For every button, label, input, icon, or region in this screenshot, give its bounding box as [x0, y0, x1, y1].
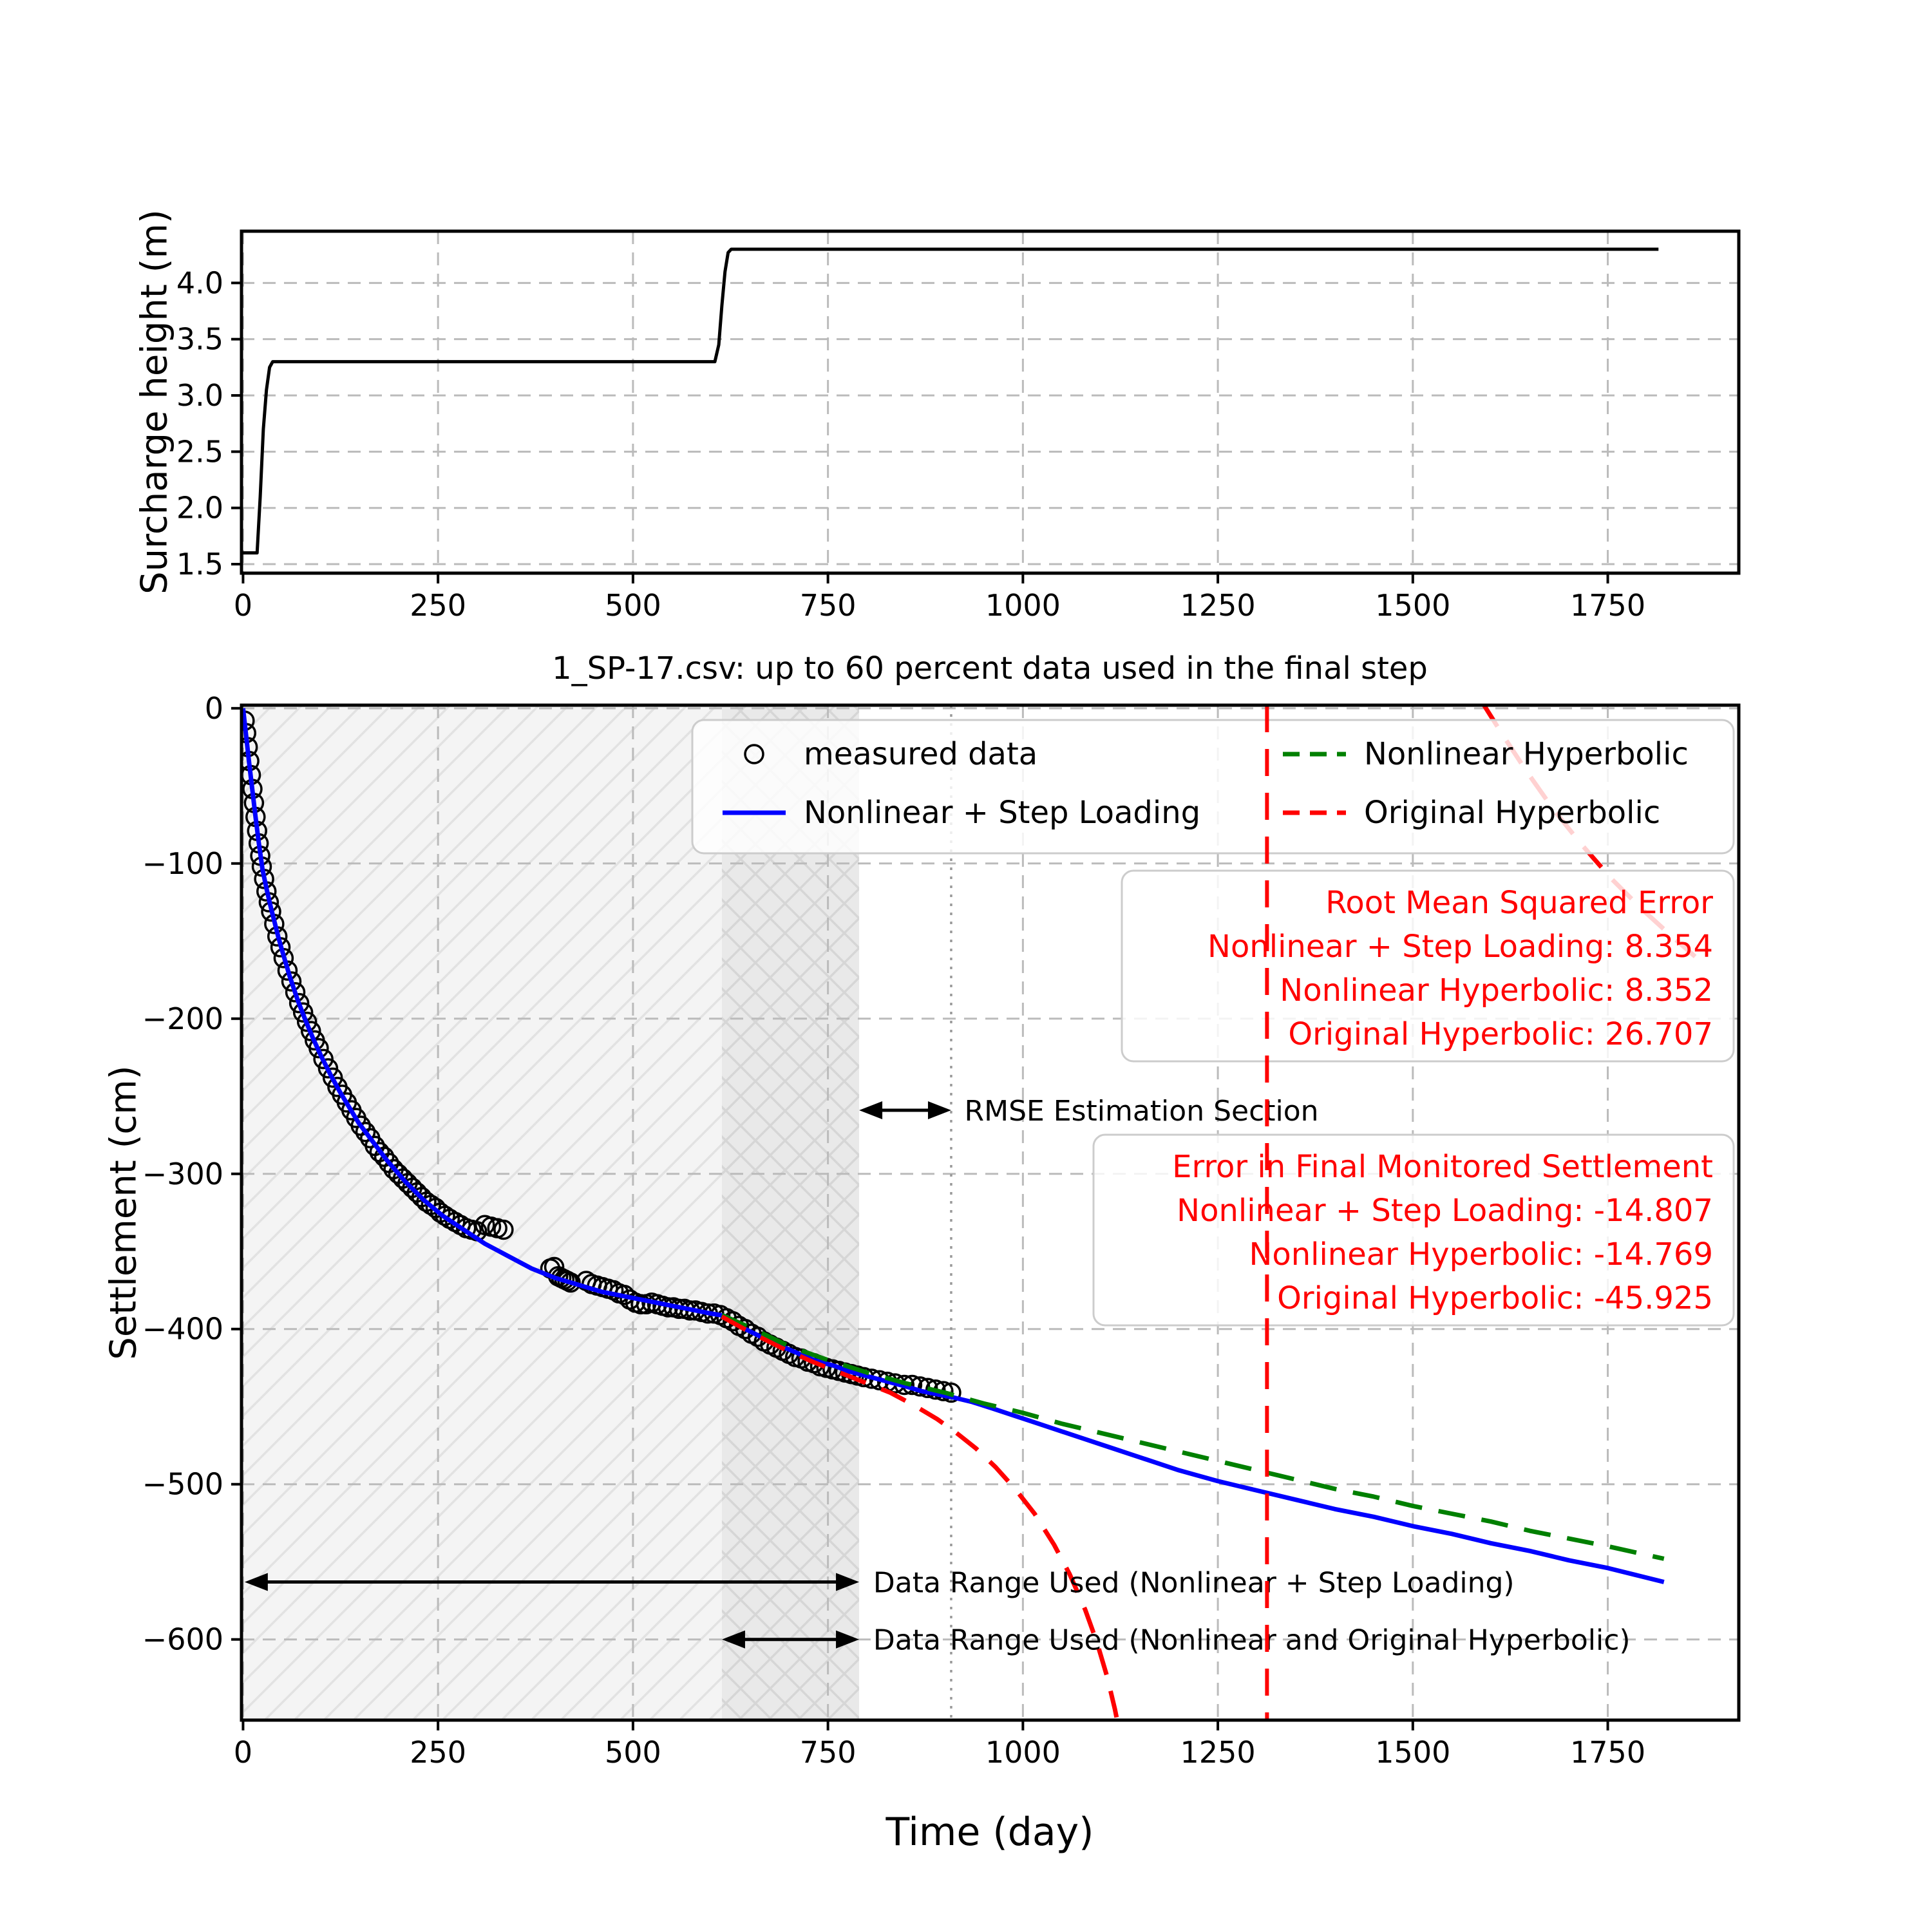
nonlinear-step-loading-line	[242, 708, 1665, 1584]
gridlines	[242, 231, 1739, 573]
measured-point	[301, 1021, 321, 1041]
measured-point	[317, 1058, 339, 1079]
y-tick-label: −400	[142, 1312, 223, 1347]
legend: measured data Nonlinear + Step Loading Non…	[691, 719, 1735, 855]
original-hyperbolic-line-left	[721, 1314, 1120, 1720]
y-tick-label: −100	[142, 846, 223, 881]
legend-label: Nonlinear Hyperbolic	[1364, 736, 1689, 772]
y-tick-label: −500	[142, 1467, 223, 1502]
x-tick-label: 0	[234, 588, 252, 623]
final-settlement-error-box-line: Error in Final Monitored Settlement	[1172, 1149, 1713, 1185]
final-settlement-error-box-line: Original Hyperbolic: -45.925	[1277, 1280, 1713, 1316]
y-tick-label: −300	[142, 1157, 223, 1191]
x-tick-label: 1500	[1375, 1735, 1450, 1770]
x-tick-label: 1000	[985, 588, 1061, 623]
arrowhead-icon	[836, 1630, 860, 1649]
settlement-plot: RMSE Estimation Section Data Range Used (…	[142, 691, 1741, 1770]
measured-point	[322, 1067, 343, 1088]
measured-point	[281, 971, 302, 992]
y-tick-label: 0	[205, 691, 223, 726]
y-tick-label: 3.5	[176, 322, 223, 357]
data-range-hyperbolic: Data Range Used (Nonlinear and Original …	[721, 1624, 1631, 1657]
data-range-step-loading: Data Range Used (Nonlinear + Step Loadin…	[244, 1567, 1515, 1600]
final-settlement-error-box-line: Nonlinear Hyperbolic: -14.769	[1249, 1236, 1713, 1273]
step-loading-fit-range-hatch	[243, 705, 722, 1720]
rmse-values-box-line: Root Mean Squared Error	[1325, 885, 1713, 921]
data-range-step-loading-label: Data Range Used (Nonlinear + Step Loadin…	[873, 1567, 1515, 1600]
measured-point	[289, 992, 310, 1014]
measured-point	[355, 1121, 376, 1142]
measured-point	[292, 1002, 314, 1023]
x-tick-label: 750	[800, 588, 857, 623]
final-settlement-error-box: Error in Final Monitored Settlement Nonli…	[1092, 1133, 1735, 1327]
rmse-estimation-section-label: RMSE Estimation Section	[965, 1095, 1319, 1128]
tick-labels: 0 250 500 750 1000 1250 1500 1750 1.5 2.0 2.5 3.0 3.…	[176, 265, 1645, 623]
surcharge-y-axis-label: Surcharge height (m)	[133, 209, 176, 594]
x-tick-label: 250	[410, 588, 466, 623]
axes-spines	[240, 229, 1741, 575]
surcharge-height-line	[243, 247, 1659, 555]
y-tick-label: 3.0	[176, 378, 223, 413]
y-tick-label: −600	[142, 1622, 223, 1657]
arrowhead-icon	[836, 1573, 860, 1591]
rmse-values-box-frame	[1121, 869, 1735, 1063]
y-tick-label: −200	[142, 1001, 223, 1036]
arrowhead-icon	[859, 1101, 883, 1119]
legend-marker-icon	[744, 744, 764, 764]
final-settlement-error-box-frame	[1092, 1133, 1735, 1327]
x-tick-label: 1750	[1570, 1735, 1645, 1770]
rmse-values-box-line: Nonlinear Hyperbolic: 8.352	[1280, 972, 1713, 1009]
x-tick-label: 1250	[1180, 1735, 1256, 1770]
measured-point	[435, 1206, 455, 1226]
surcharge-plot: 0 250 500 750 1000 1250 1500 1750 1.5 2.0 2.5 3.0 3.…	[176, 229, 1741, 623]
x-tick-label: 1500	[1375, 588, 1450, 623]
tick-labels: 0 250 500 750 1000 1250 1500 1750 0 −100 −200 −300 −…	[142, 691, 1645, 1770]
measured-point	[285, 982, 306, 1003]
arrowhead-icon	[721, 1630, 745, 1649]
x-tick-label: 750	[800, 1735, 857, 1770]
y-tick-label: 1.5	[176, 547, 223, 582]
rmse-values-box-line: Original Hyperbolic: 26.707	[1288, 1016, 1713, 1052]
measured-point	[308, 1037, 329, 1059]
data-range-hyperbolic-label: Data Range Used (Nonlinear and Original …	[873, 1624, 1631, 1657]
measured-point	[925, 1379, 946, 1400]
measured-point	[560, 1272, 581, 1293]
arrowhead-icon	[244, 1573, 268, 1591]
x-tick-label: 1000	[985, 1735, 1061, 1770]
y-tick-label: 2.0	[176, 491, 223, 526]
x-tick-label: 500	[605, 1735, 661, 1770]
legend-label: Original Hyperbolic	[1364, 795, 1660, 831]
x-tick-label: 1750	[1570, 588, 1645, 623]
final-settlement-error-box-line: Nonlinear + Step Loading: -14.807	[1177, 1193, 1713, 1229]
x-tick-label: 500	[605, 588, 661, 623]
settlement-y-axis-label: Settlement (cm)	[102, 1065, 145, 1360]
legend-frame	[691, 719, 1735, 855]
y-tick-label: 4.0	[176, 265, 223, 300]
measured-point	[296, 1011, 317, 1032]
settlement-plot-title: 1_SP-17.csv: up to 60 percent data used …	[552, 650, 1428, 687]
gridlines	[242, 705, 1739, 1720]
axes-spines	[240, 703, 1741, 1722]
arrowhead-icon	[927, 1101, 951, 1119]
measured-point	[630, 1294, 651, 1314]
x-tick-label: 250	[410, 1735, 466, 1770]
x-tick-label: 0	[234, 1735, 252, 1770]
rmse-estimation-section: RMSE Estimation Section	[859, 1095, 1319, 1128]
rmse-values-box-line: Nonlinear + Step Loading: 8.354	[1208, 929, 1713, 965]
legend-label: Nonlinear + Step Loading	[804, 795, 1200, 831]
rmse-values-box: Root Mean Squared Error Nonlinear + Step …	[1121, 869, 1735, 1063]
measured-point	[313, 1048, 334, 1070]
hyperbolic-fit-range-hatch	[721, 705, 860, 1720]
y-tick-label: 2.5	[176, 434, 223, 469]
nonlinear-hyperbolic-line	[721, 1312, 1665, 1561]
measured-point	[493, 1219, 514, 1240]
time-axis-label: Time (day)	[886, 1810, 1094, 1855]
legend-label: measured data	[804, 736, 1037, 772]
x-tick-label: 1250	[1180, 588, 1256, 623]
